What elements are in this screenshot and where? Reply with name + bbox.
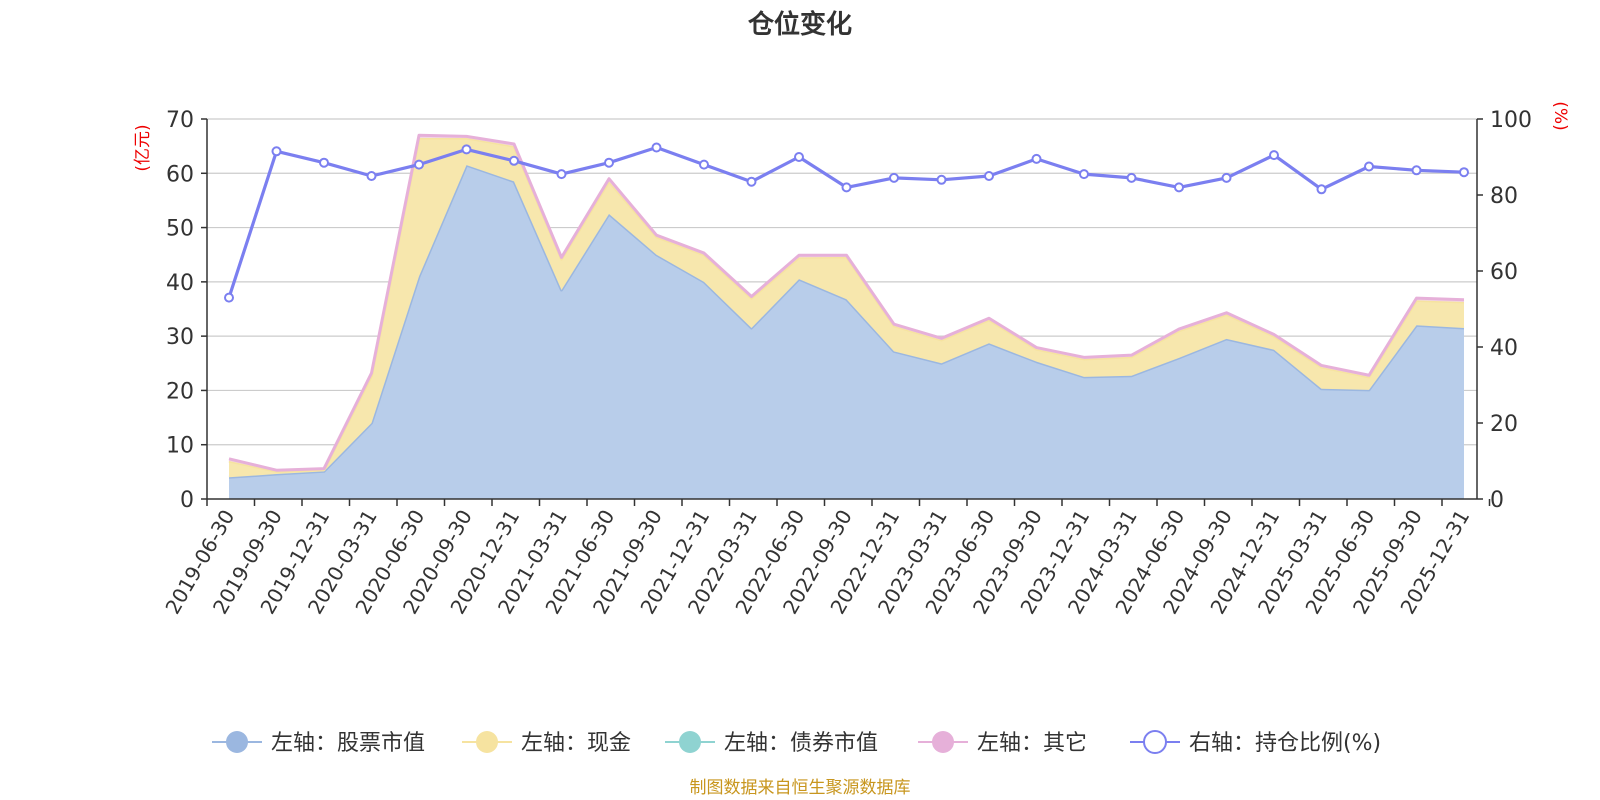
ratio-point	[1031, 153, 1042, 164]
line-series	[224, 142, 1469, 303]
ratio-point	[794, 152, 804, 162]
ratio-point	[1269, 150, 1279, 161]
ratio-point	[366, 171, 377, 181]
legend-marker	[679, 731, 701, 753]
ratio-point	[1316, 184, 1327, 195]
ratio-point	[319, 157, 329, 168]
left-axis-tick-label: 70	[166, 108, 194, 133]
left-axis-tick-label: 60	[166, 162, 194, 187]
right-axis-unit: (%)	[1550, 101, 1570, 130]
legend-marker	[1143, 730, 1167, 754]
legend-label: 左轴：现金	[521, 731, 631, 756]
ratio-point	[1126, 172, 1137, 183]
chart-title: 仓位变化	[747, 9, 852, 40]
left-axis-tick-label: 50	[166, 217, 194, 242]
right-axis-tick-label: 0	[1490, 488, 1504, 513]
ratio-point	[651, 142, 662, 153]
area-line	[228, 133, 1465, 472]
area-series	[228, 133, 1465, 499]
legend-label: 左轴：其它	[977, 731, 1087, 756]
left-axis-tick-label: 10	[166, 434, 194, 459]
right-axis-tick-label: 80	[1490, 184, 1518, 209]
source-note: 制图数据来自恒生聚源数据库	[690, 778, 911, 798]
ratio-point	[556, 169, 567, 180]
ratio-point	[699, 159, 709, 170]
right-axis-tick-label: 40	[1490, 336, 1518, 361]
area-fill	[229, 138, 1464, 478]
ratio-point	[271, 146, 282, 157]
ratio-point	[414, 159, 424, 170]
left-axis-tick-label: 30	[166, 325, 194, 350]
legend: 左轴：股票市值 左轴：现金 左轴：债券市值 左轴：其它 右轴：持仓比例(%)	[212, 730, 1381, 756]
legend-label: 左轴：债券市值	[724, 731, 878, 756]
legend-marker	[932, 731, 954, 753]
ratio-point	[1221, 172, 1232, 183]
ratio-point	[1079, 169, 1089, 180]
ratio-point	[1411, 165, 1422, 176]
ratio-point	[224, 292, 234, 303]
area-fill	[229, 165, 1464, 499]
ratio-point	[936, 174, 947, 185]
legend-label: 右轴：持仓比例(%)	[1189, 731, 1381, 756]
ratio-point	[984, 171, 994, 181]
ratio-point	[1459, 167, 1469, 178]
legend-marker	[476, 731, 498, 753]
right-axis-tick-label: 20	[1490, 412, 1518, 437]
ratio-point	[889, 172, 899, 183]
right-axis-tick-label: 100	[1490, 108, 1532, 133]
ratio-point	[746, 176, 757, 187]
legend-marker	[226, 731, 248, 753]
right-axis-tick-label: 60	[1490, 260, 1518, 285]
ratio-point	[841, 182, 852, 193]
left-axis-tick-label: 0	[180, 488, 194, 513]
ratio-point	[604, 157, 614, 168]
left-axis-tick-label: 20	[166, 379, 194, 404]
left-axis-tick-label: 40	[166, 271, 194, 296]
ratio-point	[1364, 161, 1374, 172]
ratio-point	[509, 155, 519, 166]
legend-label: 左轴：股票市值	[271, 731, 425, 756]
ratio-point	[461, 144, 472, 155]
ratio-point	[1174, 182, 1184, 193]
left-axis-unit: (亿元)	[133, 124, 153, 171]
